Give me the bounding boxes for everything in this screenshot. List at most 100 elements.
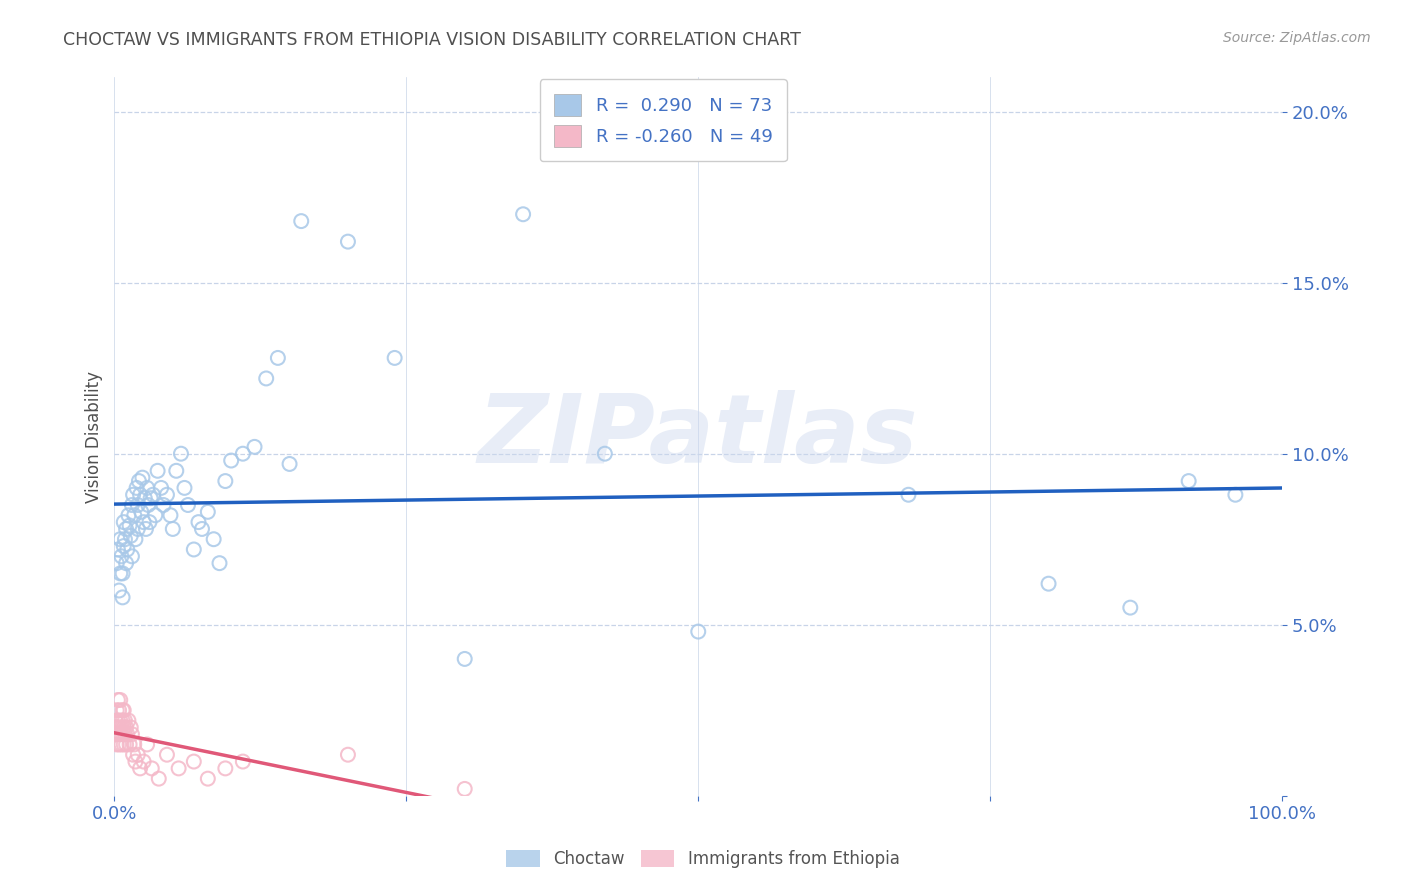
Point	[112, 703, 135, 717]
Point	[108, 583, 131, 598]
Point	[167, 761, 190, 775]
Point	[120, 529, 142, 543]
Point	[115, 522, 138, 536]
Point	[122, 508, 145, 523]
Point	[112, 515, 135, 529]
Point	[110, 693, 132, 707]
Point	[112, 720, 135, 734]
Point	[134, 491, 156, 505]
Point	[122, 488, 145, 502]
Text: Source: ZipAtlas.com: Source: ZipAtlas.com	[1223, 31, 1371, 45]
Point	[202, 533, 225, 547]
Point	[110, 727, 132, 741]
Point	[128, 474, 150, 488]
Point	[107, 727, 129, 741]
Point	[187, 515, 209, 529]
Point	[254, 371, 277, 385]
Text: CHOCTAW VS IMMIGRANTS FROM ETHIOPIA VISION DISABILITY CORRELATION CHART: CHOCTAW VS IMMIGRANTS FROM ETHIOPIA VISI…	[63, 31, 801, 49]
Point	[108, 720, 131, 734]
Point	[135, 522, 157, 536]
Point	[278, 457, 301, 471]
Point	[214, 474, 236, 488]
Point	[156, 488, 179, 502]
Point	[117, 542, 139, 557]
Point	[111, 714, 134, 728]
Point	[117, 714, 139, 728]
Point	[105, 720, 128, 734]
Point	[121, 727, 143, 741]
Point	[112, 738, 135, 752]
Point	[111, 566, 134, 581]
Point	[183, 542, 205, 557]
Point	[170, 447, 193, 461]
Point	[136, 738, 159, 752]
Point	[105, 556, 128, 570]
Point	[159, 508, 181, 523]
Point	[127, 747, 149, 762]
Point	[108, 703, 131, 717]
Point	[197, 772, 219, 786]
Point	[454, 652, 477, 666]
Point	[107, 542, 129, 557]
Point	[120, 720, 142, 734]
Point	[117, 508, 139, 523]
Point	[136, 481, 159, 495]
Point	[162, 522, 184, 536]
Point	[105, 738, 128, 752]
Point	[146, 464, 169, 478]
Point	[512, 207, 534, 221]
Y-axis label: Vision Disability: Vision Disability	[86, 370, 103, 502]
Point	[104, 714, 127, 728]
Point	[173, 481, 195, 495]
Point	[117, 727, 139, 741]
Point	[122, 738, 145, 752]
Point	[214, 761, 236, 775]
Point	[115, 720, 138, 734]
Point	[150, 481, 173, 495]
Point	[107, 714, 129, 728]
Point	[108, 738, 131, 752]
Point	[138, 515, 160, 529]
Point	[111, 703, 134, 717]
Point	[165, 464, 187, 478]
Point	[112, 539, 135, 553]
Point	[897, 488, 920, 502]
Point	[336, 235, 359, 249]
Point	[152, 498, 174, 512]
Point	[110, 714, 132, 728]
Point	[118, 738, 141, 752]
Point	[1119, 600, 1142, 615]
Point	[110, 533, 132, 547]
Point	[110, 720, 132, 734]
Point	[183, 755, 205, 769]
Point	[105, 703, 128, 717]
Point	[384, 351, 406, 365]
Point	[191, 522, 214, 536]
Point	[111, 591, 134, 605]
Point	[336, 747, 359, 762]
Legend: R =  0.290   N = 73, R = -0.260   N = 49: R = 0.290 N = 73, R = -0.260 N = 49	[540, 79, 787, 161]
Point	[688, 624, 710, 639]
Point	[118, 518, 141, 533]
Point	[114, 533, 136, 547]
Point	[290, 214, 312, 228]
Point	[124, 755, 146, 769]
Point	[132, 755, 155, 769]
Point	[148, 772, 170, 786]
Point	[129, 488, 152, 502]
Point	[129, 505, 152, 519]
Point	[110, 738, 132, 752]
Point	[1225, 488, 1247, 502]
Point	[156, 747, 179, 762]
Point	[197, 505, 219, 519]
Point	[141, 761, 163, 775]
Point	[104, 720, 127, 734]
Point	[454, 781, 477, 796]
Point	[127, 522, 149, 536]
Point	[136, 498, 159, 512]
Point	[177, 498, 200, 512]
Point	[131, 470, 153, 484]
Point	[267, 351, 290, 365]
Point	[232, 447, 254, 461]
Point	[107, 693, 129, 707]
